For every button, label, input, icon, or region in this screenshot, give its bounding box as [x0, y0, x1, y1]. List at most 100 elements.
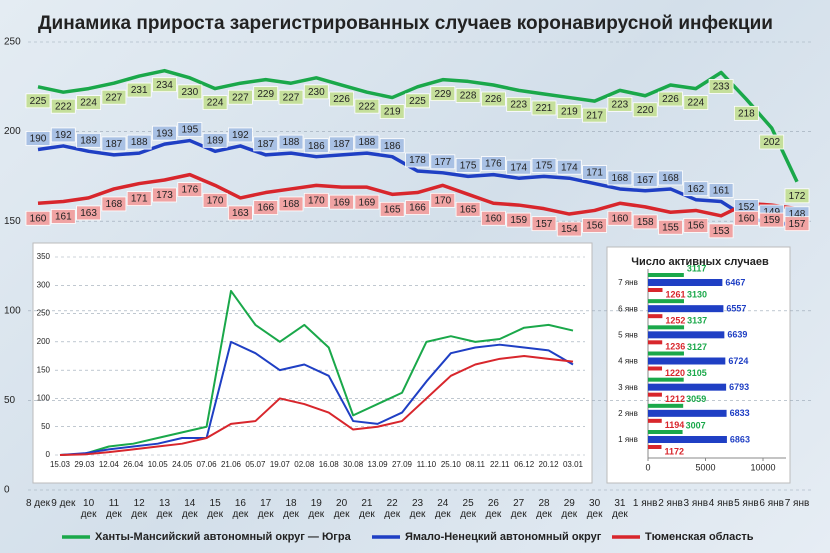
data-label: 187 [257, 139, 274, 150]
data-label-box [480, 156, 506, 172]
data-label-box [25, 93, 51, 109]
data-label: 227 [106, 92, 123, 103]
data-label: 6793 [729, 382, 749, 392]
data-label: 170 [434, 196, 451, 207]
data-label: 224 [207, 98, 224, 109]
data-label-box [76, 132, 101, 148]
data-label: 230 [181, 87, 198, 98]
data-label-box [177, 84, 203, 100]
data-label: 173 [156, 190, 173, 201]
legend-label: Ямало-Ненецкий автономный округ [405, 531, 602, 543]
data-label-box [202, 192, 228, 208]
y-tick-label: 2 янв [618, 409, 638, 418]
data-label: 229 [257, 89, 274, 100]
data-label-box [506, 96, 532, 112]
data-label-box [506, 159, 532, 175]
data-label: 6833 [730, 408, 750, 418]
y-tick-label: 100 [37, 394, 51, 403]
data-label: 168 [612, 173, 629, 184]
x-tick-label: 7 янв [784, 498, 810, 509]
x-tick-label: 18 дек [283, 498, 299, 520]
data-label: 224 [687, 98, 704, 109]
data-label: 159 [510, 215, 527, 226]
bar [648, 340, 663, 345]
x-tick-label: 11.10 [417, 460, 437, 469]
data-label-box [303, 138, 329, 154]
data-label: 6639 [727, 330, 747, 340]
data-label-box [278, 196, 304, 212]
data-label-box [379, 104, 405, 119]
data-label: 160 [30, 213, 47, 224]
data-label-box [658, 91, 683, 107]
data-label: 188 [359, 137, 376, 148]
data-label: 234 [156, 80, 173, 91]
data-label-box [227, 205, 253, 221]
bar [648, 366, 663, 371]
data-label-box [531, 216, 557, 232]
y-tick-label: 6 янв [618, 304, 638, 313]
data-label: 233 [713, 82, 730, 93]
data-label: 3059 [686, 394, 706, 404]
data-label-box [607, 170, 633, 186]
data-label: 166 [409, 203, 426, 214]
x-tick-label: 22 дек [384, 498, 401, 520]
data-label: 170 [207, 196, 224, 207]
data-label-box [303, 192, 329, 208]
data-label: 227 [232, 92, 249, 103]
data-label-box [126, 191, 152, 206]
data-label-box [177, 122, 203, 137]
bar [648, 403, 684, 408]
bar [648, 392, 662, 397]
x-tick-label: 29.03 [74, 460, 95, 469]
x-tick-label: 29 дек [561, 498, 578, 520]
data-label-box [607, 210, 633, 226]
x-tick-label: 30.08 [343, 460, 364, 469]
data-label-box [784, 188, 810, 204]
data-label: 6724 [728, 356, 748, 366]
data-label: 178 [409, 155, 426, 166]
data-label-box [50, 127, 76, 143]
y-tick-label: 250 [37, 309, 51, 318]
data-label-box [632, 102, 658, 118]
y-tick-label: 0 [46, 450, 51, 459]
x-tick-label: 4 янв [708, 498, 734, 509]
data-label-box [227, 89, 253, 105]
data-label-box [152, 125, 177, 141]
x-tick-label: 19 дек [308, 498, 325, 520]
y-tick-label: 250 [4, 37, 21, 48]
x-tick-label: 10.05 [148, 460, 169, 469]
data-label: 218 [738, 108, 755, 119]
x-tick-label: 21.06 [221, 460, 242, 469]
data-label-box [152, 77, 177, 93]
data-label-box [455, 88, 481, 103]
data-label: 189 [207, 135, 224, 146]
data-label-box [405, 93, 430, 109]
data-label: 225 [409, 96, 426, 107]
data-label: 157 [536, 219, 553, 230]
x-tick-label: 9 дек [51, 498, 76, 509]
data-label: 1236 [665, 342, 685, 352]
data-label: 6467 [725, 277, 745, 287]
bar [648, 331, 725, 339]
x-tick-label: 23 дек [409, 498, 426, 520]
data-label: 228 [460, 91, 477, 102]
data-label-box [784, 216, 810, 232]
x-tick-label: 13.09 [368, 460, 389, 469]
data-label-box [480, 91, 506, 107]
data-label: 167 [637, 175, 654, 186]
data-label-box [455, 201, 481, 217]
data-label-box [278, 134, 304, 150]
data-label: 229 [434, 89, 451, 100]
data-label-box [76, 95, 101, 110]
data-label: 3137 [687, 316, 707, 326]
data-label: 169 [333, 197, 350, 208]
bar [648, 325, 685, 330]
series-line [37, 172, 798, 218]
data-label-box [582, 218, 607, 233]
y-tick-label: 100 [4, 305, 21, 316]
data-label-box [607, 96, 633, 112]
x-tick-label: 5000 [695, 462, 715, 472]
x-tick-label: 20.12 [539, 460, 560, 469]
data-label: 168 [106, 199, 123, 210]
